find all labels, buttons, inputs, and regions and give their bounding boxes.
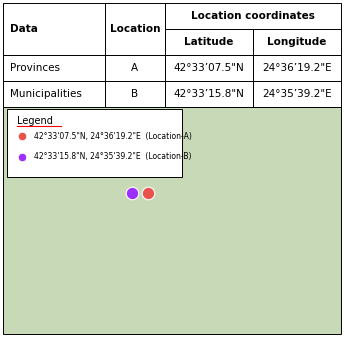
Text: B: B <box>131 89 139 99</box>
Text: 42°33'07.5"N, 24°36'19.2"E  (Location-A): 42°33'07.5"N, 24°36'19.2"E (Location-A) <box>34 131 192 141</box>
Bar <box>3 3 105 55</box>
Text: Location coordinates: Location coordinates <box>191 11 315 21</box>
Text: Legend: Legend <box>17 116 53 126</box>
Text: 24°35’39.2"E: 24°35’39.2"E <box>262 89 332 99</box>
Text: Provinces: Provinces <box>10 63 60 73</box>
Text: Longitude: Longitude <box>267 37 326 47</box>
Bar <box>3 55 105 81</box>
Bar <box>105 55 165 81</box>
Text: 24°36’19.2"E: 24°36’19.2"E <box>262 63 332 73</box>
Bar <box>253 55 341 81</box>
Text: Location: Location <box>110 24 160 34</box>
Bar <box>105 3 165 55</box>
Text: 42°33’07.5"N: 42°33’07.5"N <box>174 63 245 73</box>
Bar <box>165 81 253 106</box>
Bar <box>3 81 105 106</box>
Bar <box>165 29 253 55</box>
Bar <box>165 55 253 81</box>
Bar <box>253 29 341 55</box>
Text: Municipalities: Municipalities <box>10 89 82 99</box>
Text: A: A <box>131 63 139 73</box>
Text: Latitude: Latitude <box>184 37 234 47</box>
Text: 42°33’15.8"N: 42°33’15.8"N <box>174 89 245 99</box>
Text: Data: Data <box>10 24 38 34</box>
Bar <box>7 109 182 177</box>
Bar <box>253 81 341 106</box>
Bar <box>105 81 165 106</box>
Text: 42°33'15.8"N, 24°35'39.2"E  (Location-B): 42°33'15.8"N, 24°35'39.2"E (Location-B) <box>34 152 191 161</box>
Bar <box>165 3 341 29</box>
